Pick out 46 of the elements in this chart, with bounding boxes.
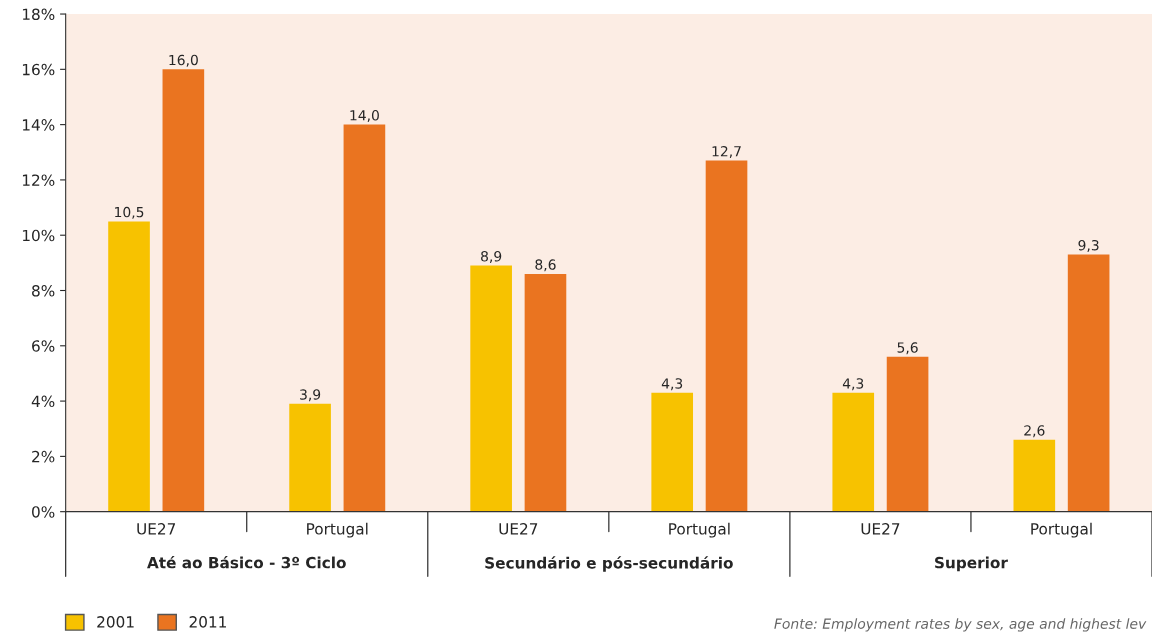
- x-tick-label: UE27: [861, 523, 900, 535]
- text: Secundário e pós-secundário: [485, 556, 733, 572]
- x-tick-label: Portugal: [1031, 522, 1092, 538]
- y-tick-label: 10%: [22, 229, 55, 242]
- bar: [108, 221, 150, 512]
- bar: [289, 403, 331, 512]
- x-tick-label: UE27: [499, 523, 538, 535]
- data-label: 4,3: [661, 378, 683, 391]
- bar: [343, 124, 386, 512]
- y-tick-label: 12%: [22, 174, 55, 186]
- text: Superior: [935, 556, 1008, 572]
- y-tick-label: 4%: [31, 395, 55, 408]
- data-label: 9,3: [1078, 239, 1099, 252]
- bar: [470, 265, 512, 512]
- data-label: 16,0: [169, 54, 198, 67]
- data-label: 12,7: [712, 145, 741, 158]
- y-tick-label: 16%: [22, 63, 55, 76]
- legend-label: 2011: [189, 616, 226, 628]
- y-tick-label: 8%: [32, 284, 55, 297]
- data-label: 8,6: [535, 259, 556, 272]
- bar: [651, 392, 694, 512]
- data-label: 5,6: [897, 342, 918, 355]
- source-note: Fonte: Employment rates by sex, age and highest lev: [774, 618, 1147, 632]
- y-tick-label: 2%: [32, 450, 55, 463]
- bar: [162, 69, 205, 512]
- y-tick-label: 6%: [32, 340, 55, 352]
- x-tick-label: UE27: [137, 523, 176, 535]
- data-label: 8,9: [481, 251, 502, 263]
- bar: [1013, 439, 1056, 512]
- bar: [1067, 254, 1110, 512]
- y-tick-label: 18%: [22, 8, 55, 21]
- bar: [524, 273, 567, 512]
- data-label: 2,6: [1024, 425, 1045, 438]
- bar: [832, 392, 875, 512]
- data-label: 4,3: [842, 378, 864, 391]
- data-label: 3,9: [300, 389, 321, 402]
- data-label: 14,0: [350, 110, 379, 122]
- x-tick-label: Portugal: [669, 522, 730, 538]
- legend-label: 2001: [97, 616, 134, 628]
- y-tick-label: 14%: [22, 119, 55, 131]
- text: Até ao Básico - 3º Ciclo: [147, 555, 346, 569]
- bar: [886, 356, 929, 512]
- x-tick-label: Portugal: [307, 522, 368, 538]
- bar: [705, 160, 748, 512]
- y-tick-label: 0%: [32, 506, 55, 518]
- data-label: 10,5: [115, 206, 144, 219]
